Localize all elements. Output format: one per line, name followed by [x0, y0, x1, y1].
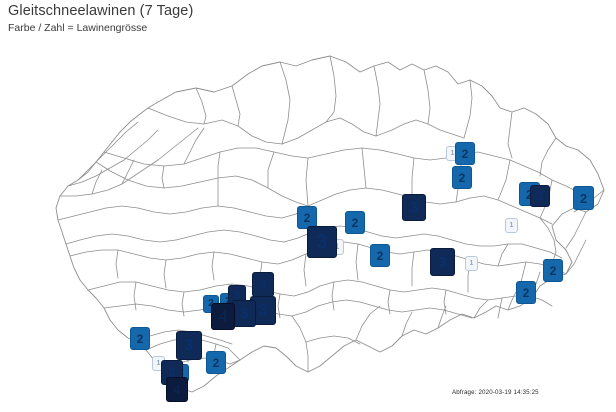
- avalanche-marker-size-label: 2: [522, 285, 530, 300]
- avalanche-marker-size-label: 3: [168, 365, 176, 380]
- map-subtitle: Farbe / Zahl = Lawinengrösse: [8, 22, 148, 34]
- avalanche-marker-size-label: 2: [351, 215, 359, 230]
- avalanche-marker[interactable]: 2: [370, 244, 390, 267]
- avalanche-marker-size-label: 2: [461, 146, 469, 161]
- avalanche-marker-size-label: 2: [549, 263, 557, 278]
- avalanche-marker-size-label: 1: [450, 150, 455, 157]
- avalanche-marker-size-label: 3: [438, 253, 447, 271]
- avalanche-marker-size-label: 2: [579, 190, 588, 206]
- avalanche-marker-size-label: 2: [212, 355, 220, 370]
- avalanche-marker-size-label: 3: [259, 277, 267, 292]
- avalanche-marker[interactable]: 3: [402, 194, 426, 221]
- avalanche-marker-size-label: 4: [173, 382, 181, 397]
- avalanche-marker[interactable]: 2: [516, 281, 536, 304]
- avalanche-marker[interactable]: 4: [211, 303, 235, 330]
- map-header: Gleitschneelawinen (7 Tage) Farbe / Zahl…: [8, 2, 193, 35]
- avalanche-marker-size-label: 3: [316, 231, 328, 253]
- page-title: Gleitschneelawinen (7 Tage): [8, 3, 194, 19]
- avalanche-marker-size-label: 3: [536, 189, 544, 203]
- avalanche-marker[interactable]: 3: [232, 300, 256, 327]
- query-timestamp: Abfrage: 2020-03-19 14:35:25: [452, 389, 539, 396]
- avalanche-marker[interactable]: 2: [452, 166, 472, 189]
- avalanche-marker[interactable]: 2: [206, 351, 226, 374]
- avalanche-marker[interactable]: 2: [573, 186, 594, 210]
- avalanche-marker-size-label: 2: [376, 248, 384, 263]
- avalanche-marker[interactable]: 4: [166, 377, 188, 402]
- avalanche-marker[interactable]: 2: [345, 211, 365, 234]
- avalanche-marker[interactable]: 2: [455, 142, 475, 165]
- avalanche-marker[interactable]: 3: [307, 226, 337, 258]
- avalanche-marker-size-label: 2: [526, 188, 533, 201]
- avalanche-marker-size-label: 1: [156, 360, 161, 367]
- avalanche-marker-size-label: 2: [303, 210, 311, 225]
- avalanche-marker-size-label: 2: [458, 170, 466, 185]
- avalanche-marker[interactable]: 2: [543, 259, 563, 282]
- avalanche-marker-size-label: 2: [136, 331, 144, 346]
- avalanche-marker[interactable]: 3: [430, 248, 455, 276]
- avalanche-marker-size-label: 3: [409, 199, 419, 216]
- avalanche-marker[interactable]: 1: [505, 218, 518, 233]
- avalanche-marker-size-label: 4: [218, 308, 228, 325]
- avalanche-marker[interactable]: 3: [176, 331, 202, 360]
- avalanche-marker-size-label: 1: [469, 260, 474, 267]
- avalanche-marker-size-label: 1: [509, 222, 514, 229]
- avalanche-marker[interactable]: 2: [130, 327, 150, 350]
- avalanche-marker-size-label: 3: [184, 336, 194, 354]
- avalanche-marker[interactable]: 1: [465, 256, 478, 271]
- avalanche-marker-size-label: 3: [239, 305, 249, 322]
- avalanche-marker-size-label: 3: [258, 301, 268, 319]
- avalanche-marker[interactable]: 3: [530, 185, 550, 207]
- avalanche-marker-size-label: 3: [233, 288, 241, 301]
- avalanche-marker[interactable]: 3: [252, 272, 274, 297]
